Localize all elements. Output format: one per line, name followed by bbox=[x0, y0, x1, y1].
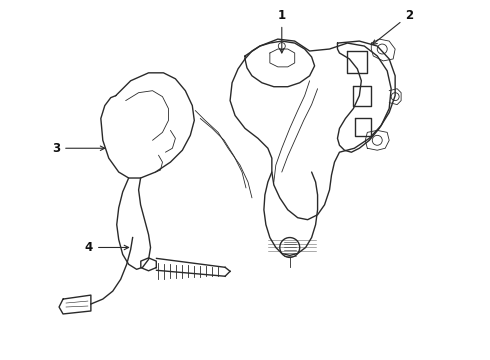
Text: 4: 4 bbox=[85, 241, 128, 254]
Text: 2: 2 bbox=[372, 9, 413, 45]
Text: 3: 3 bbox=[52, 142, 105, 155]
Text: 1: 1 bbox=[278, 9, 286, 53]
